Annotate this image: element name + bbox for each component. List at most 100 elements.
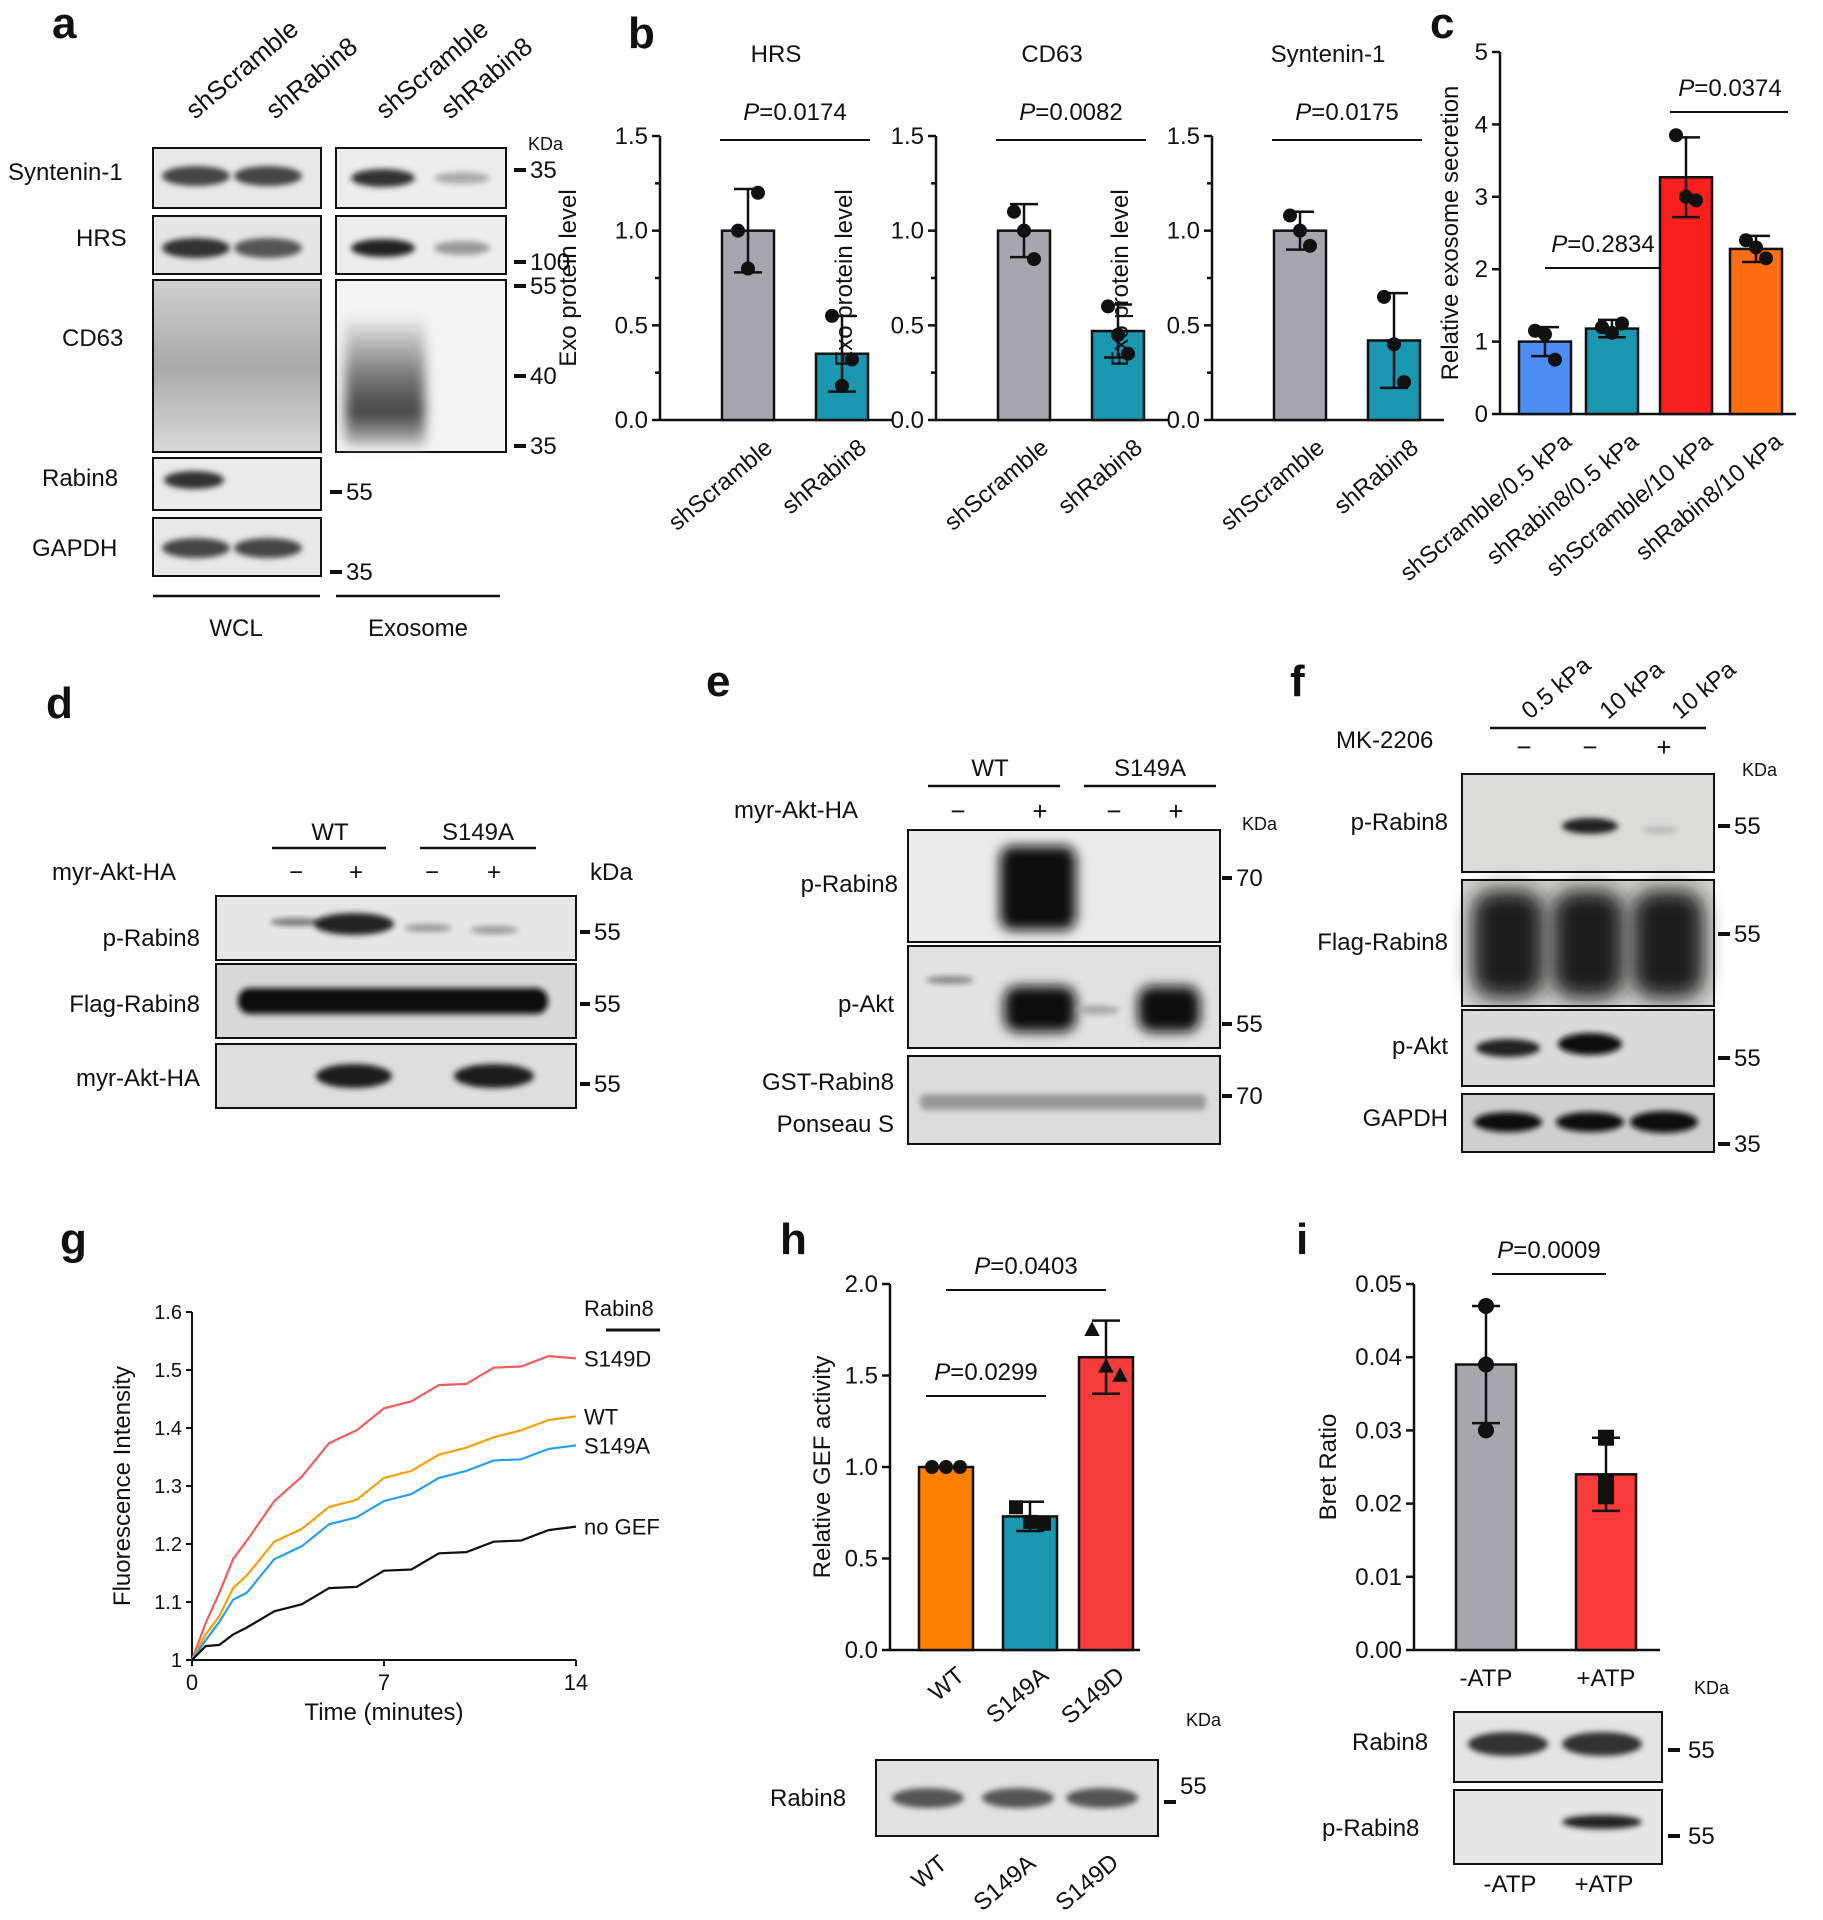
treatment-sign: +: [349, 859, 363, 886]
blot-box: [215, 895, 577, 961]
row-label: Ponseau S: [777, 1111, 894, 1138]
panel-label-i: i: [1296, 1215, 1308, 1264]
y-axis-label: Exo protein level: [555, 189, 582, 366]
data-point: [1679, 189, 1693, 204]
row-label: CD63: [62, 325, 123, 352]
x-tick-label: shRabin8: [777, 434, 872, 520]
y-axis-label: Relative GEF activity: [809, 1356, 836, 1579]
row-label: p-Akt: [838, 991, 894, 1018]
series-line: [191, 1444, 577, 1661]
x-tick-label: shScramble: [939, 434, 1053, 536]
marker-kda: 55: [594, 991, 621, 1018]
row-label: p-Rabin8: [103, 925, 200, 952]
y-tick-label: 0.0: [615, 407, 648, 434]
treatment-sign: −: [1582, 732, 1597, 762]
row-label: Rabin8: [770, 1785, 846, 1812]
marker-kda: 35: [346, 559, 373, 586]
p-value-label: P=0.0403: [974, 1253, 1077, 1280]
y-tick-label: 1.5: [154, 1360, 182, 1382]
y-tick-label: 0.02: [1355, 1491, 1402, 1518]
row-label: p-Rabin8: [1322, 1815, 1419, 1842]
p-value-label: P=0.0009: [1497, 1237, 1600, 1264]
chart-b-cd63: 0.0 0.5 1.0 1.5 Exo protein level CD63 shScram…: [831, 41, 1168, 536]
unit-label: kDa: [590, 859, 633, 886]
marker-kda: 35: [530, 157, 557, 184]
y-tick-label: 0.01: [1355, 1564, 1402, 1591]
data-point: [1111, 327, 1125, 342]
band: [434, 241, 490, 255]
row-label: GAPDH: [1363, 1105, 1448, 1132]
panel-label-d: d: [46, 679, 73, 728]
band: [162, 538, 230, 558]
bar: [917, 1465, 975, 1652]
marker-kda: 100: [530, 249, 570, 276]
x-tick-label: shRabin8: [1053, 434, 1148, 520]
y-tick-label: 1.5: [615, 123, 648, 150]
y-tick-label: 1.5: [891, 123, 924, 150]
row-label: myr-Akt-HA: [76, 1065, 200, 1092]
series-line: [191, 1525, 577, 1661]
data-point: [925, 1460, 939, 1474]
unit-label: KDa: [1694, 1678, 1730, 1698]
group-label: S149A: [442, 819, 514, 846]
y-tick-label: 0.0: [845, 1637, 878, 1664]
band: [234, 238, 302, 258]
lane-label: 0.5 kPa: [1517, 651, 1597, 724]
data-point: [1478, 1356, 1494, 1373]
bar: [1272, 229, 1328, 422]
data-point: [1669, 128, 1683, 143]
y-tick-label: 0.03: [1355, 1417, 1402, 1444]
panel-i-blot: KDa Rabin8 p-Rabin8 55 55 -ATP +ATP: [1322, 1678, 1730, 1898]
y-axis-label: Fluorescence Intensity: [109, 1366, 136, 1606]
y-tick-label: 1.3: [154, 1476, 182, 1498]
x-tick-label: S149D: [1056, 1662, 1130, 1730]
x-axis-label: Time (minutes): [304, 1699, 463, 1726]
p-value-label: P=0.0175: [1295, 99, 1398, 126]
y-tick-label: 0.5: [1167, 312, 1200, 339]
bar: [1077, 1355, 1135, 1652]
marker-kda: 55: [1734, 813, 1761, 840]
chart-title: HRS: [751, 41, 802, 68]
y-tick-label: 1.1: [154, 1592, 182, 1614]
treatment-sign: −: [1106, 796, 1121, 826]
x-tick-label: shRabin8: [1329, 434, 1424, 520]
data-point: [1377, 289, 1391, 304]
marker-kda: 70: [1236, 1083, 1263, 1110]
treatment-sign: −: [425, 859, 439, 886]
y-tick-label: 1.0: [845, 1454, 878, 1481]
x-tick-label: shScramble: [663, 434, 777, 536]
row-label: HRS: [76, 225, 127, 252]
unit-label: KDa: [1742, 760, 1778, 780]
band: [351, 239, 415, 257]
treatment-label: MK-2206: [1336, 727, 1433, 754]
data-point: [1749, 240, 1763, 255]
marker-kda: 55: [1180, 1773, 1207, 1800]
panel-d-blot: WT S149A myr-Akt-HA − + − + kDa p-Rabin8…: [52, 819, 633, 1109]
legend-label: S149D: [584, 1346, 651, 1371]
y-tick-label: 1.2: [154, 1534, 182, 1556]
data-point: [1027, 252, 1041, 267]
panel-label-h: h: [780, 1215, 807, 1264]
band: [234, 538, 302, 558]
x-tick-label: WT: [924, 1662, 970, 1707]
panel-e-blot: WT S149A myr-Akt-HA − + − + KDa p-Rabin8…: [734, 755, 1278, 1145]
panel-label-b: b: [628, 9, 655, 58]
data-point: [1548, 352, 1562, 367]
unit-label: KDa: [1186, 1710, 1222, 1730]
data-point: [741, 261, 755, 276]
y-axis-label: Relative exosome secretion: [1437, 86, 1464, 381]
y-tick-label: 1.0: [891, 218, 924, 245]
y-tick-label: 1.4: [154, 1418, 182, 1440]
p-value-label: P=0.0299: [934, 1359, 1037, 1386]
treatment-sign: +: [487, 859, 501, 886]
marker-kda: 70: [1236, 865, 1263, 892]
data-point: [1017, 223, 1031, 238]
chart-g: 1 1.1 1.2 1.3 1.4 1.5 1.6 0 7 14 Time (minutes) Flu…: [109, 1296, 660, 1726]
y-tick-label: 0.00: [1355, 1637, 1402, 1664]
data-point: [1293, 223, 1307, 238]
y-tick-label: 0.5: [891, 312, 924, 339]
data-point: [1615, 316, 1629, 331]
marker-kda: 35: [1734, 1131, 1761, 1158]
